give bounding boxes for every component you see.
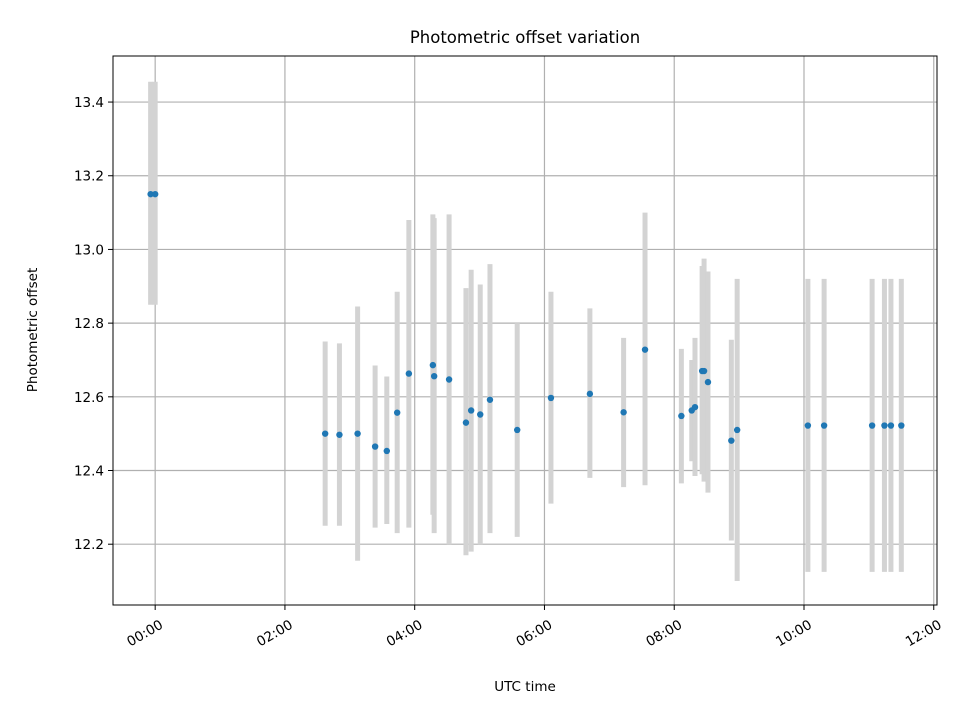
data-point bbox=[586, 390, 594, 398]
data-point bbox=[445, 376, 453, 383]
y-tick-label: 13.0 bbox=[74, 242, 104, 258]
data-point bbox=[728, 437, 735, 444]
data-point bbox=[704, 378, 712, 386]
data-point bbox=[462, 419, 470, 426]
y-tick-label: 12.6 bbox=[74, 390, 104, 406]
data-point bbox=[371, 443, 379, 450]
data-point bbox=[804, 422, 812, 429]
data-point bbox=[691, 403, 699, 411]
y-tick-label: 12.2 bbox=[74, 537, 104, 553]
data-point bbox=[887, 422, 895, 429]
plot-frame bbox=[112, 55, 938, 606]
y-tick-label: 13.2 bbox=[74, 169, 104, 185]
y-tick-label: 12.4 bbox=[74, 464, 104, 480]
data-point bbox=[514, 426, 521, 434]
x-axis-label: UTC time bbox=[494, 679, 556, 695]
data-point bbox=[486, 396, 494, 403]
y-tick-label: 13.4 bbox=[74, 95, 104, 111]
y-axis-label: Photometric offset bbox=[25, 268, 41, 392]
data-point bbox=[881, 422, 888, 429]
data-point bbox=[898, 422, 905, 429]
data-point bbox=[429, 361, 437, 369]
data-point bbox=[678, 412, 685, 420]
data-point bbox=[820, 422, 828, 429]
data-point bbox=[354, 430, 361, 437]
data-point bbox=[430, 372, 438, 380]
data-point bbox=[321, 430, 329, 437]
data-point bbox=[383, 447, 391, 455]
data-point bbox=[336, 431, 343, 438]
data-point bbox=[151, 190, 159, 198]
data-point bbox=[620, 409, 627, 416]
data-points bbox=[147, 190, 905, 455]
data-point bbox=[547, 394, 555, 402]
grid bbox=[113, 56, 937, 605]
y-axis-ticks: 12.2 12.4 12.6 12.8 13.0 13.2 13.4 bbox=[74, 95, 113, 553]
data-point bbox=[147, 190, 154, 198]
data-point bbox=[477, 411, 484, 418]
data-point bbox=[467, 407, 475, 414]
data-point bbox=[733, 426, 741, 434]
data-point bbox=[393, 409, 401, 416]
data-point bbox=[868, 422, 876, 429]
data-point bbox=[405, 370, 413, 377]
chart-title: Photometric offset variation bbox=[410, 28, 640, 47]
data-point bbox=[641, 346, 649, 353]
data-point bbox=[700, 367, 708, 375]
y-tick-label: 12.8 bbox=[74, 316, 104, 332]
